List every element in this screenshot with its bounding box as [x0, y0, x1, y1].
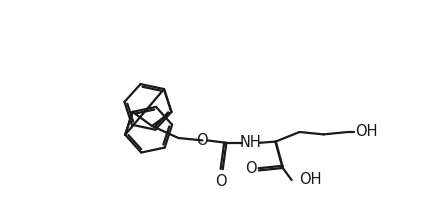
Text: OH: OH — [356, 125, 378, 140]
Text: O: O — [245, 161, 257, 176]
Text: NH: NH — [240, 135, 261, 150]
Text: OH: OH — [300, 172, 322, 187]
Text: O: O — [197, 133, 208, 148]
Text: O: O — [215, 174, 227, 189]
